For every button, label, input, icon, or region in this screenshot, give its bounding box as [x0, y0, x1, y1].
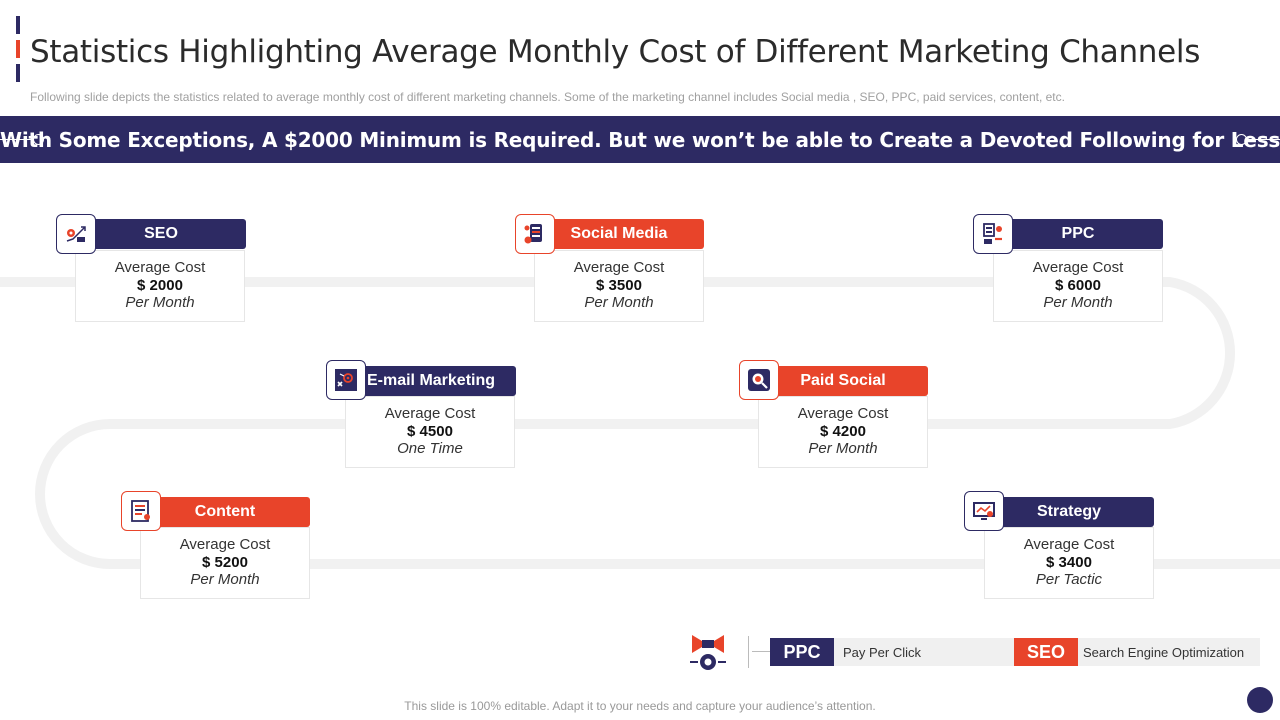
channel-label: Paid Social	[758, 366, 928, 396]
legend-divider	[748, 636, 749, 668]
legend-connector	[752, 651, 770, 652]
cost-amount: $ 2000	[137, 276, 183, 294]
footer-note: This slide is 100% editable. Adapt it to…	[404, 699, 876, 713]
channel-label: Content	[140, 497, 310, 527]
channel-label: SEO	[76, 219, 246, 249]
channel-label: PPC	[993, 219, 1163, 249]
cost-period: Per Month	[190, 571, 260, 588]
legend-value: Search Engine Optimization	[1083, 645, 1245, 660]
cost-amount: $ 6000	[1055, 276, 1101, 294]
seo-chart-icon	[56, 214, 96, 254]
cost-period: Per Month	[1043, 294, 1113, 311]
ppc-icon	[973, 214, 1013, 254]
cost-label: Average Cost	[573, 259, 665, 276]
channel-label: Social Media	[534, 219, 704, 249]
channel-card: Average Cost $ 4500 One Time	[345, 396, 515, 468]
megaphone-gear-icon	[688, 631, 728, 673]
content-document-icon	[121, 491, 161, 531]
cost-label: Average Cost	[114, 259, 206, 276]
cost-amount: $ 4200	[820, 422, 866, 440]
page-subtitle: Following slide depicts the statistics r…	[30, 90, 1065, 104]
cost-amount: $ 3400	[1046, 553, 1092, 571]
cost-period: One Time	[397, 440, 463, 457]
page-title: Statistics Highlighting Average Monthly …	[30, 34, 1201, 70]
cost-period: Per Month	[808, 440, 878, 457]
title-accent-bars	[16, 16, 20, 88]
cost-period: Per Tactic	[1035, 571, 1103, 588]
strategy-screen-icon	[964, 491, 1004, 531]
legend-key: SEO	[1014, 638, 1078, 666]
banner-text: With Some Exceptions, A $2000 Minimum is…	[0, 128, 1280, 152]
channel-card: Average Cost $ 3500 Per Month	[534, 250, 704, 322]
cost-amount: $ 5200	[202, 553, 248, 571]
channel-label: Strategy	[984, 497, 1154, 527]
channel-card: Average Cost $ 6000 Per Month	[993, 250, 1163, 322]
social-media-icon	[515, 214, 555, 254]
cost-label: Average Cost	[1032, 259, 1124, 276]
channel-card: Average Cost $ 5200 Per Month	[140, 527, 310, 599]
cost-amount: $ 3500	[596, 276, 642, 294]
paid-social-icon	[739, 360, 779, 400]
cost-period: Per Month	[125, 294, 195, 311]
cost-amount: $ 4500	[407, 422, 453, 440]
channel-card: Average Cost $ 2000 Per Month	[75, 250, 245, 322]
channel-card: Average Cost $ 3400 Per Tactic	[984, 527, 1154, 599]
highlight-banner: With Some Exceptions, A $2000 Minimum is…	[0, 116, 1280, 163]
cost-label: Average Cost	[179, 536, 271, 553]
email-target-icon	[326, 360, 366, 400]
cost-label: Average Cost	[384, 405, 476, 422]
legend-key: PPC	[770, 638, 834, 666]
channel-label: E-mail Marketing	[346, 366, 516, 396]
cost-period: Per Month	[584, 294, 654, 311]
legend-value: Pay Per Click	[843, 645, 922, 660]
cost-label: Average Cost	[797, 405, 889, 422]
cost-label: Average Cost	[1023, 536, 1115, 553]
channel-card: Average Cost $ 4200 Per Month	[758, 396, 928, 468]
corner-dot	[1247, 687, 1273, 713]
